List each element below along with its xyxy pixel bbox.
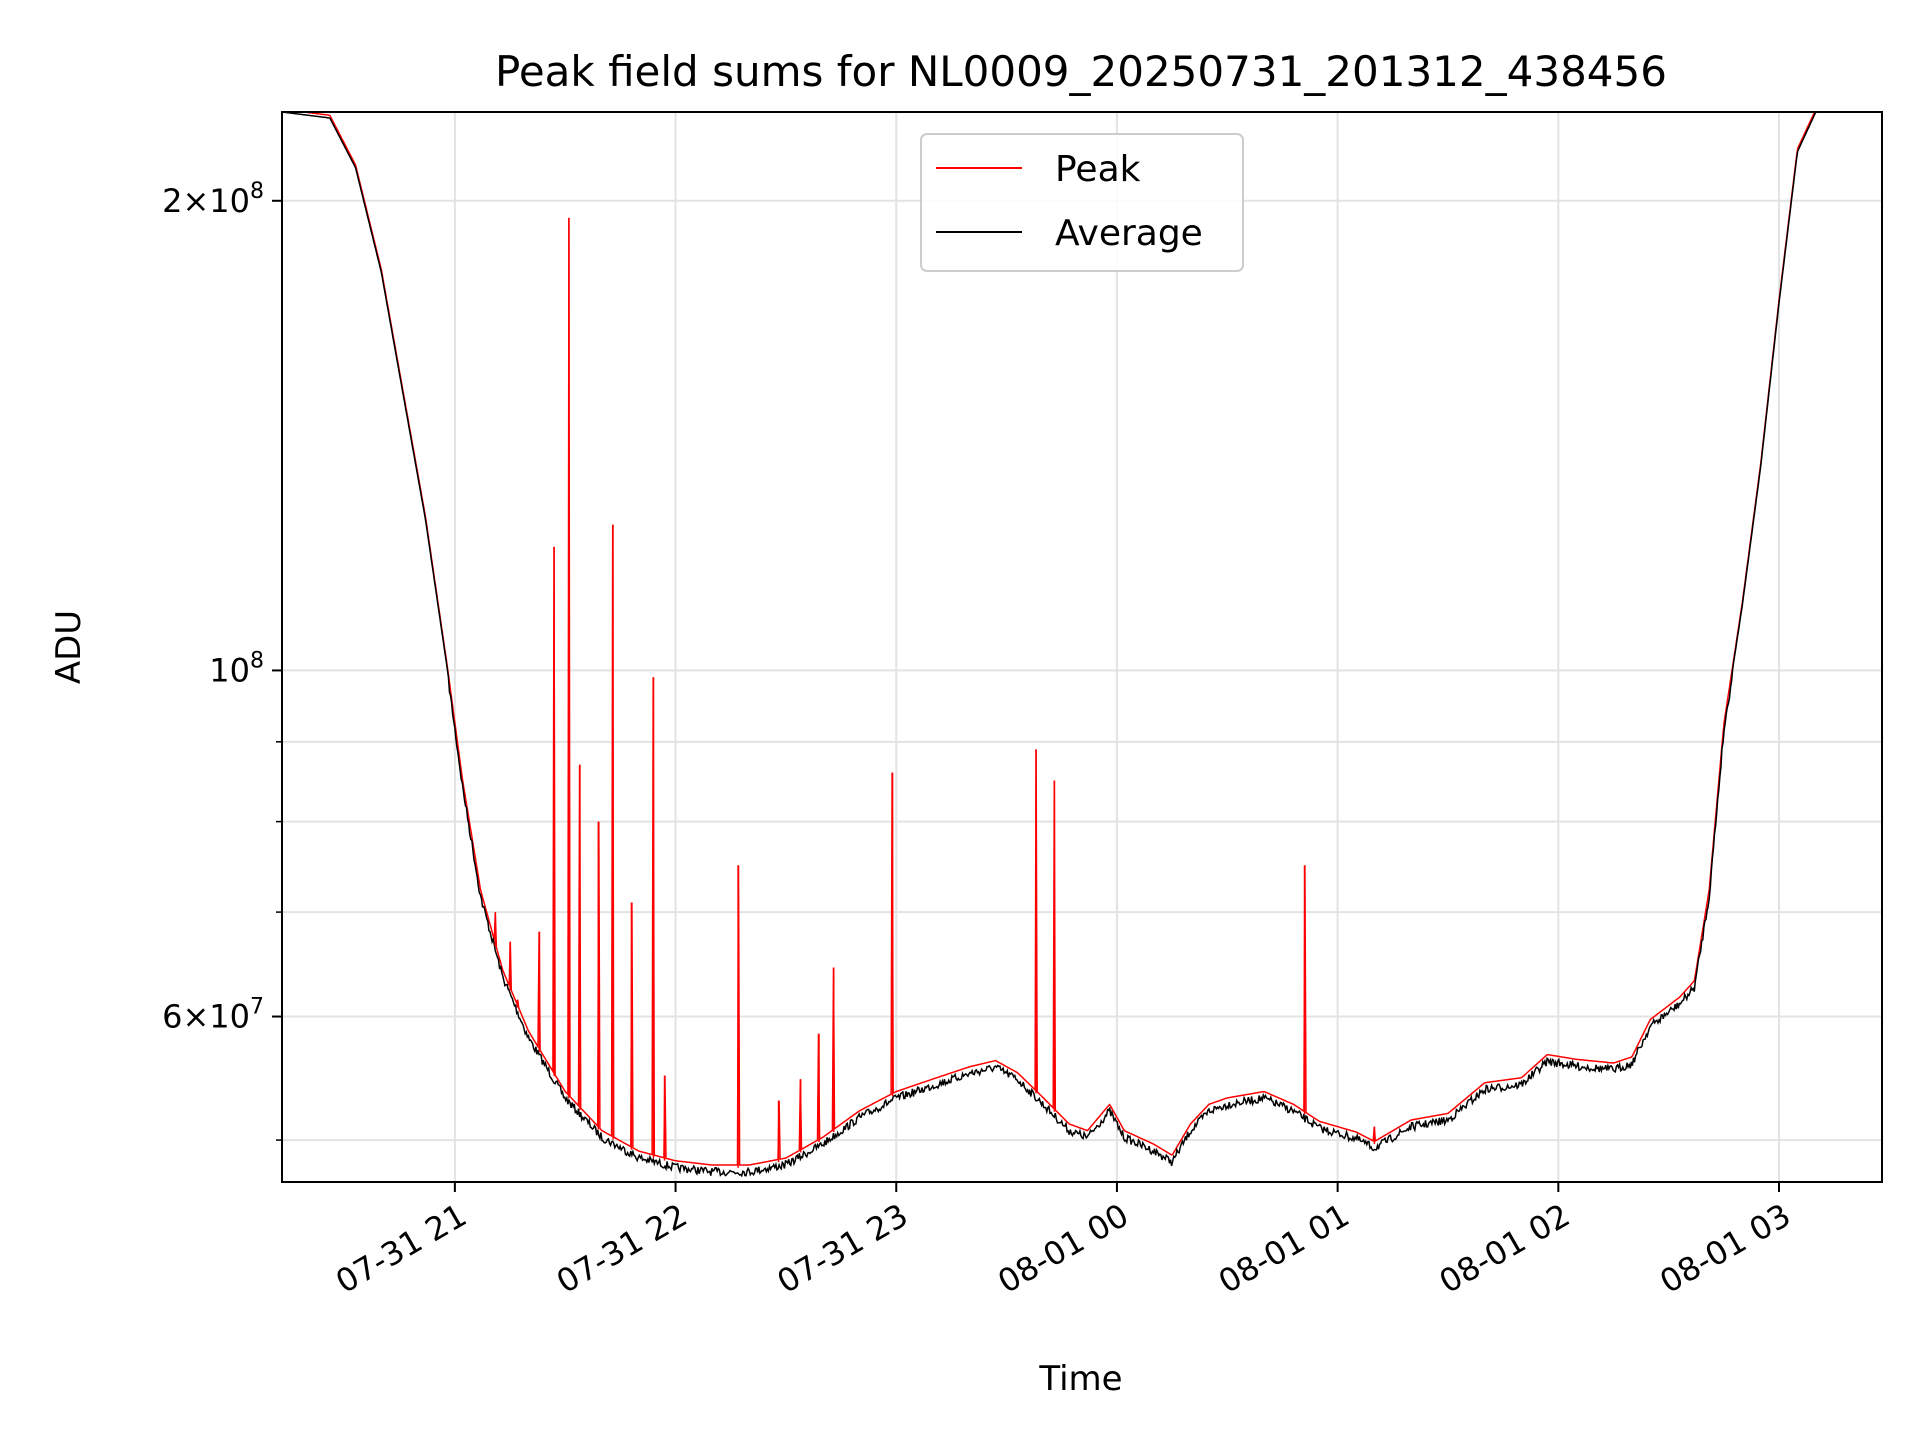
legend-label-peak: Peak — [1055, 149, 1141, 190]
series-line-peak — [282, 111, 1882, 1166]
legend: Peak Average — [920, 133, 1244, 272]
y-tick-label: 6×107 — [162, 995, 264, 1036]
x-axis-label: Time — [1038, 1359, 1122, 1399]
chart-title: Peak field sums for NL0009_20250731_2013… — [495, 47, 1667, 96]
y-tick-label: 2×108 — [162, 179, 264, 220]
legend-label-average: Average — [1055, 213, 1203, 254]
series-line-average — [281, 111, 1882, 1178]
plot-frame — [281, 111, 1883, 1183]
plot-area — [281, 111, 1882, 1178]
y-tick-label: 108 — [209, 648, 264, 689]
y-axis-label: ADU — [49, 610, 89, 684]
